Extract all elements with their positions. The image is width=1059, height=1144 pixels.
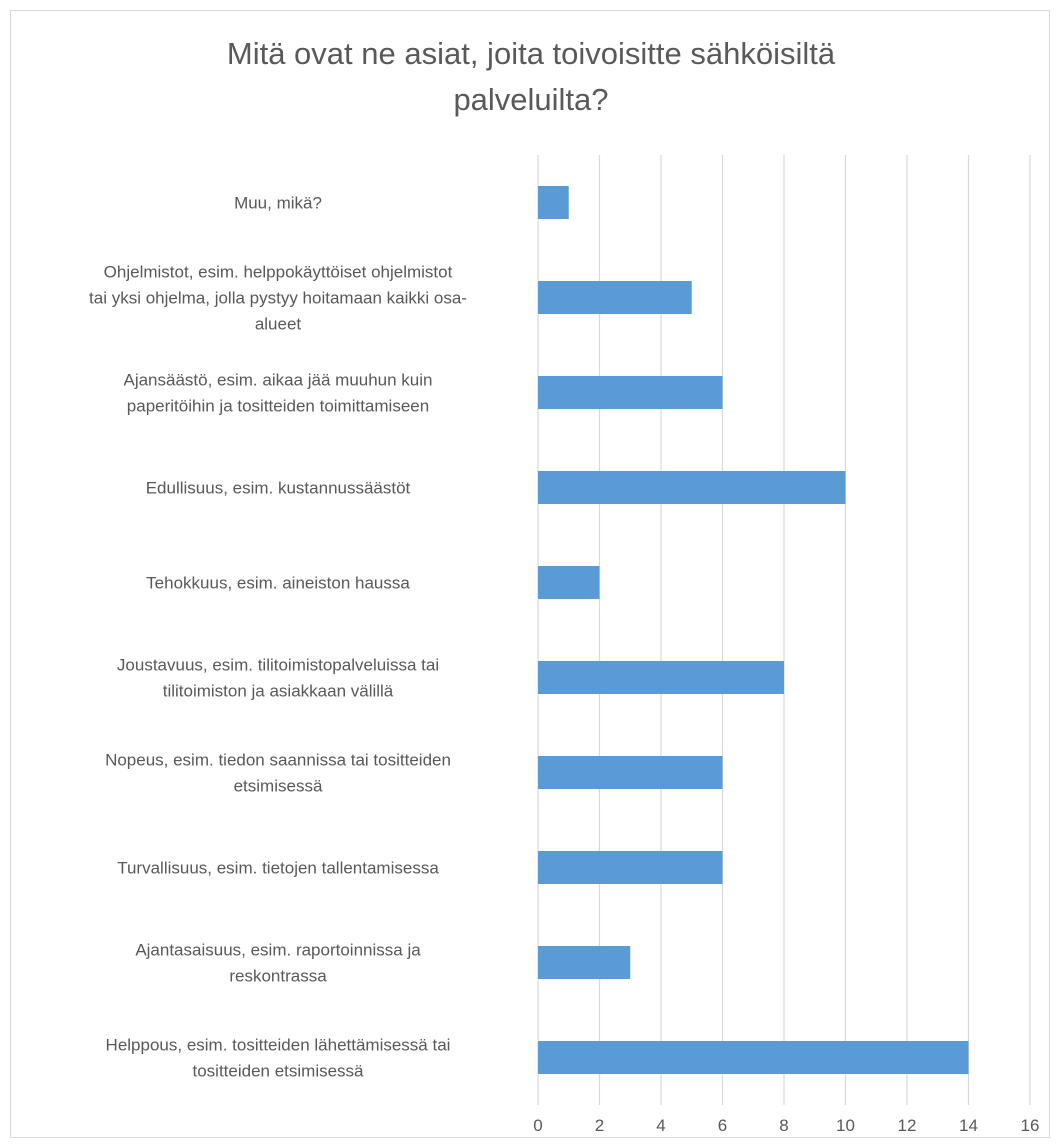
- x-tick-label: 14: [959, 1116, 978, 1135]
- bar: [538, 471, 846, 504]
- x-tick-label: 12: [898, 1116, 917, 1135]
- category-label-line: reskontrassa: [229, 967, 327, 986]
- category-label: Ajansäästö, esim. aikaa jää muuhun kuin p…: [123, 371, 432, 416]
- category-label: Nopeus, esim. tiedon saannissa tai tosit…: [105, 751, 451, 796]
- category-label: Turvallisuus, esim. tietojen tallentamis…: [117, 859, 439, 878]
- category-label-line: Edullisuus, esim. kustannussäästöt: [146, 479, 411, 498]
- category-label: Ajantasaisuus, esim. raportoinnissa ja re…: [135, 941, 421, 986]
- category-label-line: Joustavuus, esim. tilitoimistopalveluiss…: [117, 656, 439, 675]
- bar: [538, 566, 600, 599]
- category-label-line: Tehokkuus, esim. aineiston haussa: [146, 574, 410, 593]
- category-label-line: Nopeus, esim. tiedon saannissa tai tosit…: [105, 751, 451, 770]
- category-label-line: Ohjelmistot, esim. helppokäyttöiset ohje…: [104, 263, 453, 282]
- category-label-line: Helppous, esim. tositteiden lähettämises…: [106, 1036, 451, 1055]
- category-label-line: paperitöihin ja tositteiden toimittamise…: [127, 397, 429, 416]
- x-tick-label: 16: [1021, 1116, 1040, 1135]
- category-label-line: Ajantasaisuus, esim. raportoinnissa ja: [135, 941, 421, 960]
- category-label-line: tositteiden etsimisessä: [192, 1062, 364, 1081]
- bar: [538, 661, 784, 694]
- x-tick-label: 0: [533, 1116, 542, 1135]
- bar: [538, 756, 723, 789]
- category-label-line: Muu, mikä?: [234, 194, 322, 213]
- category-label: Joustavuus, esim. tilitoimistopalveluiss…: [117, 656, 439, 701]
- bar: [538, 186, 569, 219]
- category-label: Muu, mikä?: [234, 194, 322, 213]
- category-label-line: Turvallisuus, esim. tietojen tallentamis…: [117, 859, 439, 878]
- x-tick-label: 8: [779, 1116, 788, 1135]
- category-label-line: tai yksi ohjelma, jolla pystyy hoitamaan…: [89, 289, 467, 308]
- category-label-line: alueet: [255, 315, 302, 334]
- x-tick-label: 2: [595, 1116, 604, 1135]
- category-label-line: Ajansäästö, esim. aikaa jää muuhun kuin: [123, 371, 432, 390]
- bar: [538, 851, 723, 884]
- bar: [538, 376, 723, 409]
- category-label: Edullisuus, esim. kustannussäästöt: [146, 479, 411, 498]
- x-tick-label: 6: [718, 1116, 727, 1135]
- category-label: Ohjelmistot, esim. helppokäyttöiset ohje…: [89, 263, 467, 334]
- chart-frame: Mitä ovat ne asiat, joita toivoisitte sä…: [10, 10, 1050, 1138]
- category-label: Helppous, esim. tositteiden lähettämises…: [106, 1036, 451, 1081]
- bar: [538, 1041, 969, 1074]
- chart-title: Mitä ovat ne asiat, joita toivoisitte sä…: [226, 36, 836, 117]
- x-tick-label: 10: [836, 1116, 855, 1135]
- x-tick-label: 4: [656, 1116, 665, 1135]
- bar: [538, 281, 692, 314]
- category-label-line: etsimisessä: [234, 777, 323, 796]
- bar: [538, 946, 631, 979]
- category-label: Tehokkuus, esim. aineiston haussa: [146, 574, 410, 593]
- category-label-line: tilitoimiston ja asiakkaan välillä: [163, 682, 394, 701]
